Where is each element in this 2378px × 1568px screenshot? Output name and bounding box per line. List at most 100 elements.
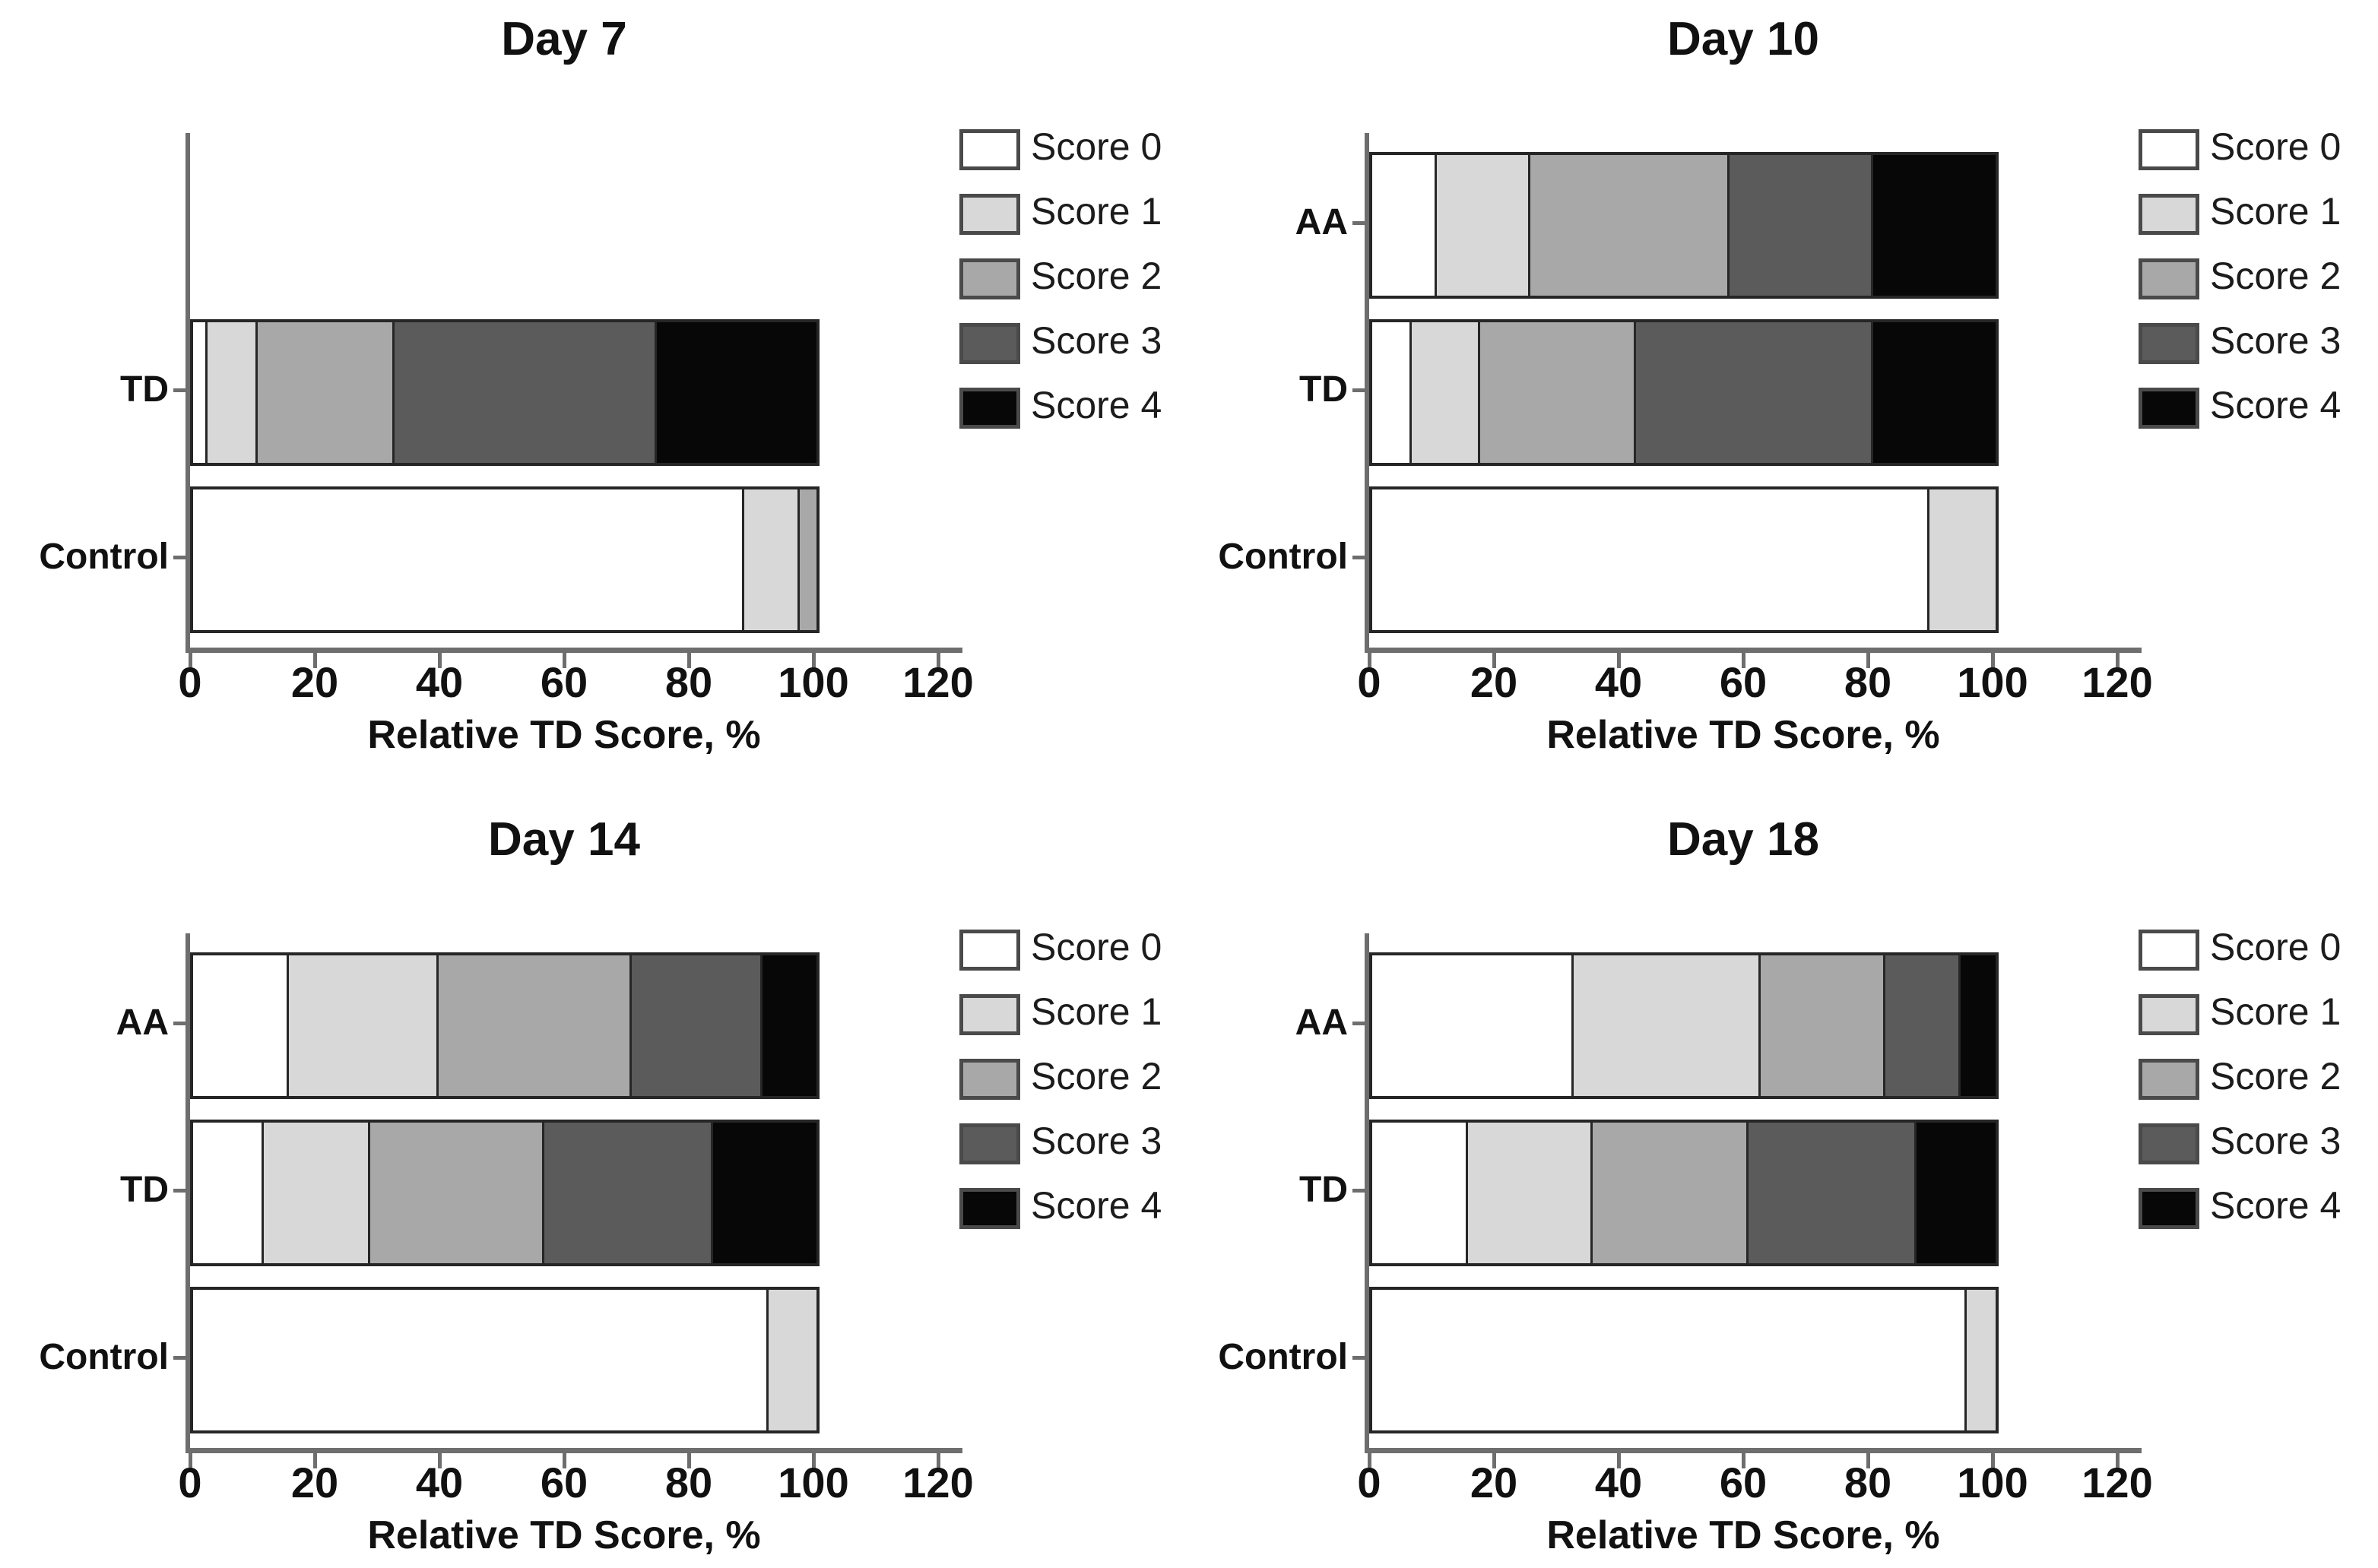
bar-segment-score-1	[205, 322, 255, 463]
category-label-control: Control	[1218, 536, 1348, 577]
x-axis-tick-label: 0	[1357, 1459, 1381, 1506]
bar-segment-score-2	[367, 1123, 543, 1263]
x-axis-tick-label: 100	[1957, 1459, 2028, 1506]
bar-segment-score-4	[654, 322, 816, 463]
legend-swatch-score-4	[2139, 1188, 2199, 1229]
legend-swatch-score-0	[959, 129, 1020, 170]
x-axis-tick	[812, 653, 816, 668]
bar-segment-score-3	[1883, 955, 1958, 1096]
bar-segment-score-0	[1372, 1290, 1964, 1430]
stacked-bar-control	[190, 486, 820, 633]
y-axis-tick	[1352, 555, 1369, 559]
x-axis-tick	[687, 653, 691, 668]
legend-label-score-3: Score 3	[1031, 319, 1162, 362]
bar-segment-score-1	[1571, 955, 1759, 1096]
legend-swatch-score-4	[2139, 388, 2199, 429]
legend-label-score-1: Score 1	[2210, 190, 2342, 233]
legend-swatch-score-2	[959, 258, 1020, 299]
x-axis-tick	[937, 1453, 940, 1468]
x-axis-tick	[2116, 1453, 2120, 1468]
x-axis-tick-label: 20	[290, 658, 339, 706]
bar-segment-score-0	[193, 322, 206, 463]
x-axis-tick	[1991, 1453, 1995, 1468]
x-axis-tick	[1617, 1453, 1621, 1468]
legend-label-score-0: Score 0	[1031, 125, 1162, 168]
x-axis-line	[185, 1448, 962, 1453]
y-axis-tick	[1352, 1021, 1369, 1025]
x-axis-tick-label: 100	[778, 1459, 849, 1506]
stacked-bar-td	[1369, 1120, 1999, 1266]
bar-segment-score-3	[392, 322, 655, 463]
bar-segment-score-0	[193, 955, 287, 1096]
x-axis-tick-label: 100	[778, 658, 849, 706]
legend-swatch-score-3	[959, 1123, 1020, 1164]
bar-segment-score-1	[741, 489, 798, 630]
x-axis-tick	[1617, 653, 1621, 668]
x-axis-tick-label: 40	[415, 1459, 464, 1506]
bar-segment-score-0	[1372, 155, 1435, 296]
legend-label-score-2: Score 2	[2210, 1055, 2342, 1098]
category-label-control: Control	[39, 536, 169, 577]
y-axis-tick	[1352, 1355, 1369, 1360]
legend-label-score-1: Score 1	[2210, 990, 2342, 1033]
x-axis-tick-label: 0	[178, 1459, 202, 1506]
x-axis-tick	[812, 1453, 816, 1468]
legend-label-score-2: Score 2	[2210, 255, 2342, 297]
bar-segment-score-4	[1958, 955, 1996, 1096]
legend-swatch-score-1	[2139, 994, 2199, 1035]
category-label-aa: AA	[116, 1002, 169, 1043]
legend-label-score-3: Score 3	[2210, 319, 2342, 362]
x-axis-tick-label: 40	[1594, 1459, 1643, 1506]
bar-segment-score-2	[1590, 1123, 1746, 1263]
category-label-aa: AA	[1295, 201, 1348, 242]
x-axis-tick	[189, 1453, 192, 1468]
legend-swatch-score-2	[959, 1059, 1020, 1100]
x-axis-tick-label: 80	[1844, 1459, 1892, 1506]
bar-segment-score-0	[1372, 1123, 1466, 1263]
bar-segment-score-4	[1914, 1123, 1996, 1263]
x-axis-tick-label: 80	[664, 658, 713, 706]
x-axis-tick-label: 120	[902, 658, 974, 706]
x-axis-line	[1365, 648, 2142, 653]
chart-panel-day-18: Day 18 0 20 40 60 80 100 120 Relative TD Score, …	[1179, 800, 2365, 1568]
x-axis-tick	[438, 653, 442, 668]
category-label-td: TD	[1299, 1169, 1348, 1210]
bar-segment-score-1	[1409, 322, 1479, 463]
x-axis-tick-label: 120	[2082, 1459, 2153, 1506]
x-axis-line	[185, 648, 962, 653]
category-label-control: Control	[39, 1336, 169, 1377]
x-axis-tick	[1866, 1453, 1870, 1468]
x-axis-tick	[1368, 653, 1371, 668]
legend-swatch-score-4	[959, 1188, 1020, 1229]
bar-segment-score-1	[287, 955, 436, 1096]
x-axis-title: Relative TD Score, %	[367, 1513, 761, 1557]
legend-label-score-0: Score 0	[2210, 926, 2342, 968]
y-axis-line	[185, 133, 190, 653]
x-axis-tick-label: 80	[1844, 658, 1892, 706]
bar-segment-score-1	[1964, 1290, 1996, 1430]
bar-segment-score-1	[1926, 489, 1996, 630]
bar-segment-score-0	[1372, 955, 1572, 1096]
bar-segment-score-2	[1528, 155, 1728, 296]
legend-label-score-2: Score 2	[1031, 255, 1162, 297]
category-label-td: TD	[120, 369, 169, 410]
chart-title: Day 14	[488, 813, 640, 866]
y-axis-tick	[173, 555, 190, 559]
x-axis-tick	[1991, 653, 1995, 668]
legend-swatch-score-1	[2139, 194, 2199, 235]
legend-label-score-0: Score 0	[1031, 926, 1162, 968]
x-axis-tick	[563, 653, 566, 668]
category-label-aa: AA	[1295, 1002, 1348, 1043]
bar-segment-score-1	[1435, 155, 1528, 296]
bar-segment-score-1	[766, 1290, 816, 1430]
legend-swatch-score-0	[2139, 129, 2199, 170]
legend-swatch-score-2	[2139, 1059, 2199, 1100]
category-label-td: TD	[120, 1169, 169, 1210]
x-axis-tick	[189, 653, 192, 668]
legend-swatch-score-3	[2139, 323, 2199, 364]
y-axis-tick	[1352, 388, 1369, 392]
x-axis-tick-label: 60	[1719, 1459, 1768, 1506]
bar-segment-score-4	[710, 1123, 816, 1263]
category-label-td: TD	[1299, 369, 1348, 410]
